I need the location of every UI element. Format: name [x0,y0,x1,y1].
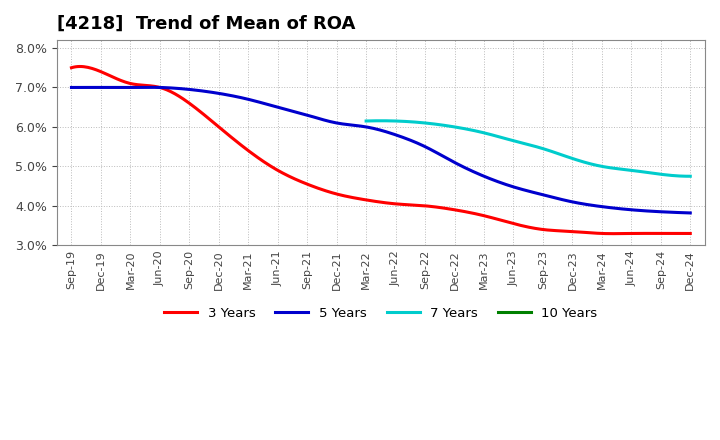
Text: [4218]  Trend of Mean of ROA: [4218] Trend of Mean of ROA [57,15,355,33]
Legend: 3 Years, 5 Years, 7 Years, 10 Years: 3 Years, 5 Years, 7 Years, 10 Years [159,301,603,325]
